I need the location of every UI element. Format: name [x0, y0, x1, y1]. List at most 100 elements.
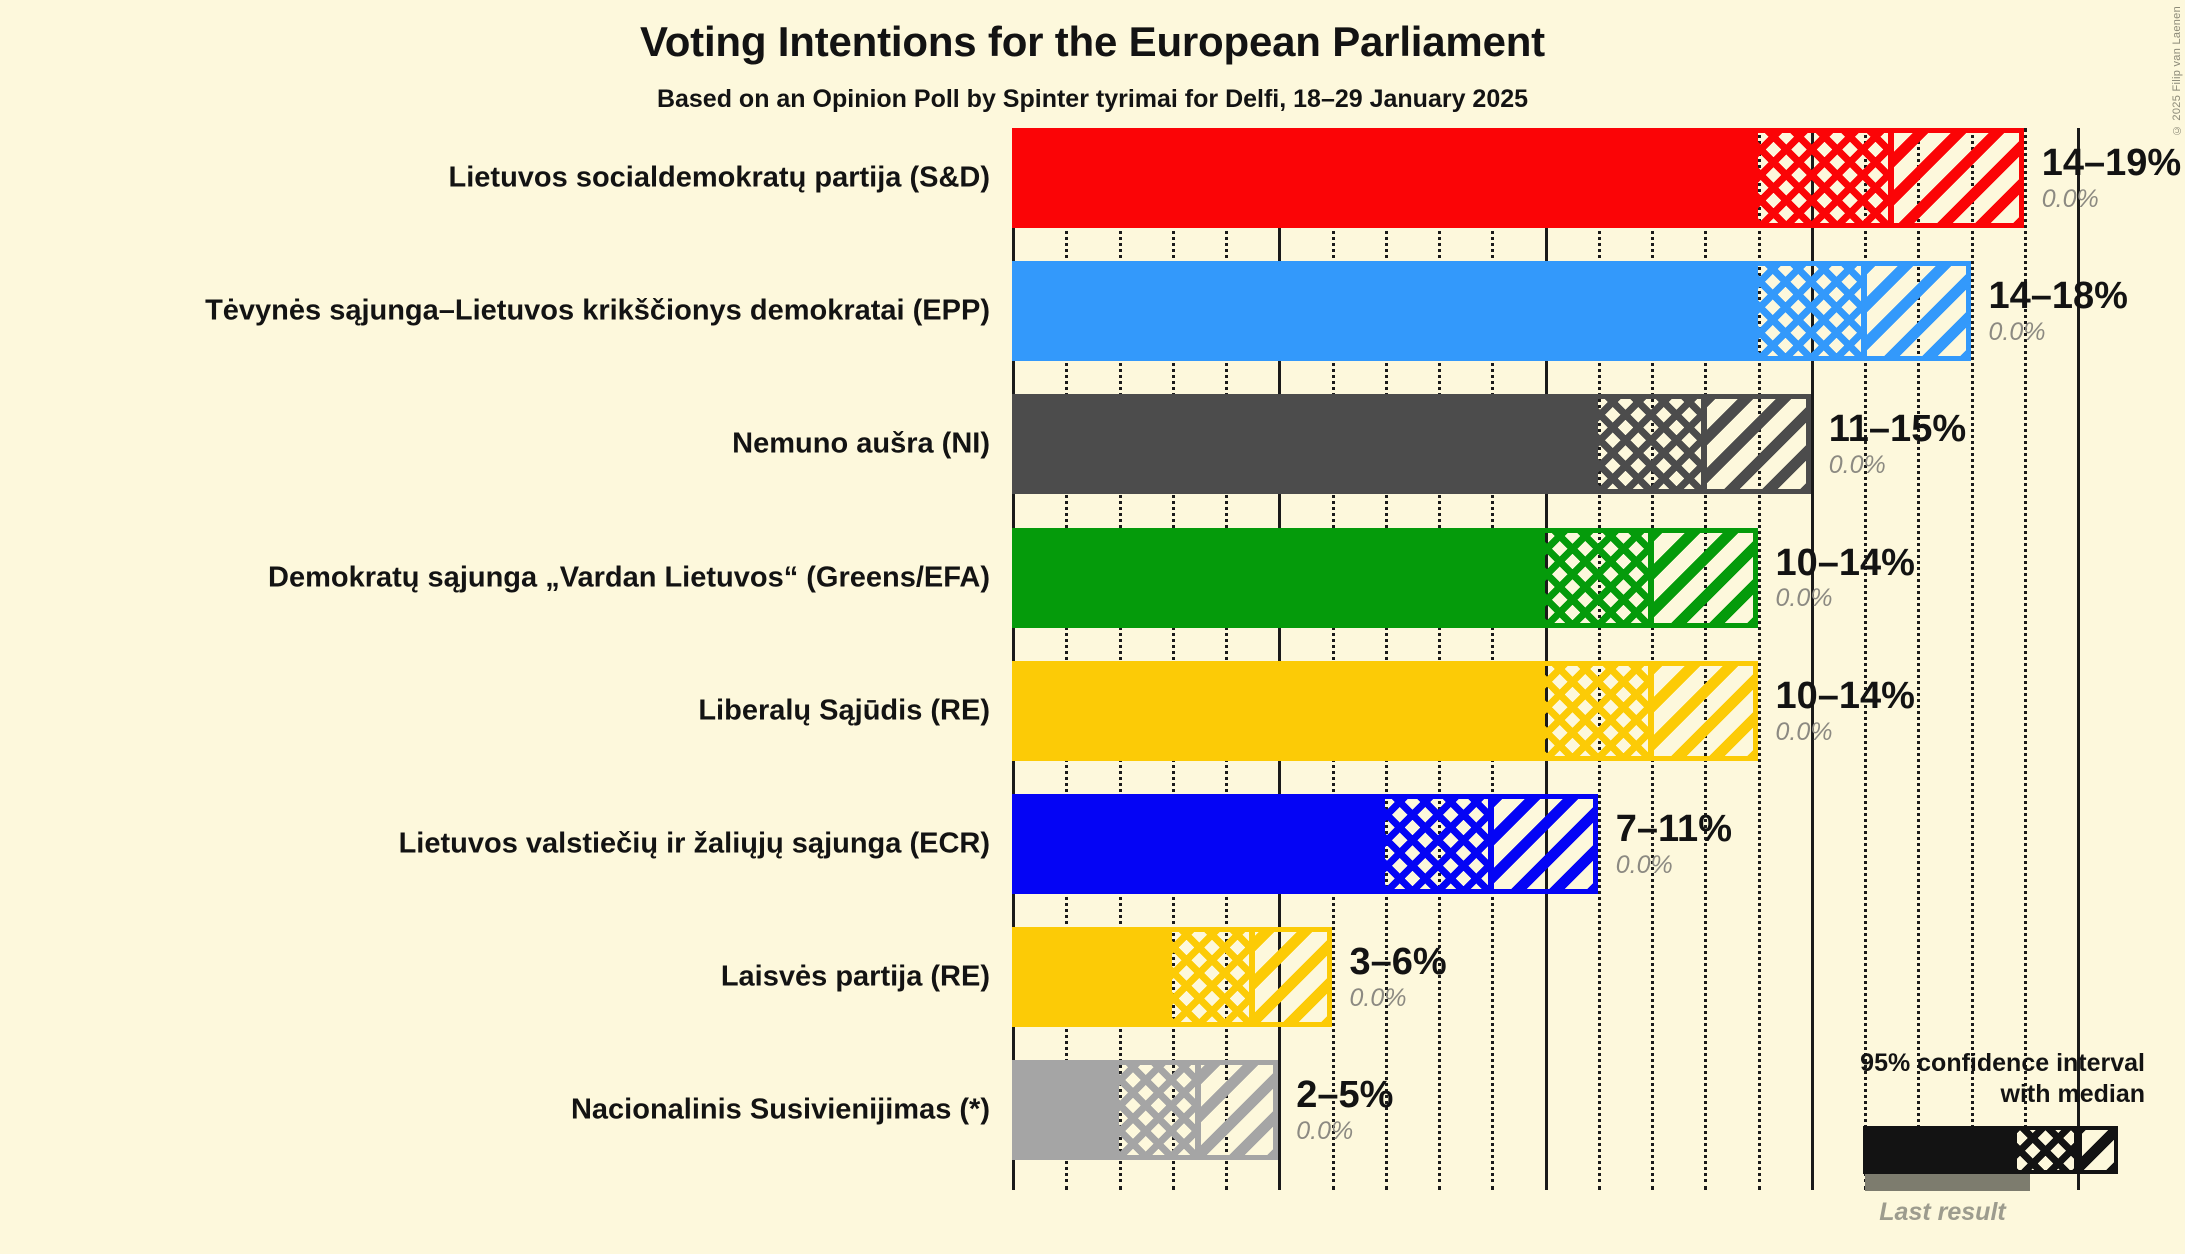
category-label: Laisvės partija (RE)	[720, 960, 990, 993]
bar-segment-crosshatch	[1171, 927, 1252, 1028]
bar-segment-diagonal	[1198, 1060, 1279, 1161]
bar-segment-crosshatch	[1544, 527, 1651, 628]
median-marker	[1195, 1060, 1202, 1161]
bar-segment-diagonal	[1491, 794, 1598, 894]
confidence-interval-bar	[1012, 527, 1758, 628]
bar-segment-lower-bound	[1012, 261, 1758, 362]
chart-title: Voting Intentions for the European Parli…	[640, 18, 1545, 65]
last-result-label: 0.0%	[1349, 984, 1407, 1013]
value-range-label: 3–6%	[1349, 941, 1447, 984]
gridline-major	[1810, 128, 1814, 1190]
confidence-interval-bar	[1012, 1060, 1279, 1161]
bar-segment-lower-bound	[1012, 128, 1758, 228]
gridline-minor	[1118, 128, 1122, 1190]
legend-crosshatch-segment	[2013, 1126, 2078, 1174]
gridline-major	[1278, 128, 1282, 1190]
plot-area: 14–19% 0.0% 14–18% 0.0% 11–15% 0.0% 10–14% 0.0%…	[1012, 128, 2181, 1190]
category-label: Liberalų Sąjūdis (RE)	[698, 694, 990, 727]
gridline-major	[2077, 128, 2080, 1190]
bar-segment-crosshatch	[1544, 660, 1651, 761]
gridline-minor	[1864, 128, 1867, 1190]
category-label: Nacionalinis Susivienijimas (*)	[570, 1093, 990, 1126]
median-marker	[1701, 394, 1708, 495]
bar-segment-lower-bound	[1012, 527, 1545, 628]
bar-row: 3–6% 0.0%	[1012, 927, 2104, 1028]
median-marker	[1648, 660, 1654, 761]
last-result-label: 0.0%	[1296, 1117, 1354, 1146]
value-range-label: 14–19%	[2041, 141, 2182, 184]
bar-row: 10–14% 0.0%	[1012, 527, 2104, 628]
gridline-minor	[1757, 128, 1761, 1190]
value-range-label: 2–5%	[1296, 1074, 1394, 1117]
gridline-minor	[1384, 128, 1388, 1190]
bar-segment-diagonal	[1864, 261, 1971, 362]
legend-title: 95% confidence interval with median	[1745, 1048, 2145, 1111]
gridline-minor	[1065, 128, 1069, 1190]
median-marker	[1861, 261, 1867, 362]
gridline-minor	[2023, 128, 2027, 1190]
legend-line-2: with median	[2000, 1080, 2145, 1109]
bar-segment-lower-bound	[1012, 394, 1598, 495]
last-result-label: 0.0%	[1615, 850, 1673, 879]
bar-segment-diagonal	[1651, 527, 1758, 628]
bar-row: 11–15% 0.0%	[1012, 394, 2104, 495]
median-marker	[1648, 527, 1654, 628]
value-range-label: 10–14%	[1775, 541, 1915, 584]
bar-segment-lower-bound	[1012, 1060, 1119, 1161]
value-label-group: 14–18% 0.0%	[1988, 275, 2128, 347]
last-result-label: 0.0%	[2041, 184, 2099, 213]
legend-line-1: 95% confidence interval	[1860, 1049, 2145, 1077]
value-label-group: 7–11% 0.0%	[1615, 807, 1732, 879]
gridline-minor	[1331, 128, 1335, 1190]
bar-segment-diagonal	[1251, 927, 1332, 1028]
category-label: Demokratų sąjunga „Vardan Lietuvos“ (Gre…	[268, 561, 990, 594]
bar-segment-crosshatch	[1384, 794, 1492, 894]
confidence-interval-bar	[1012, 927, 1332, 1028]
value-range-label: 14–18%	[1988, 275, 2128, 318]
gridline-minor	[1970, 128, 1974, 1190]
category-label: Lietuvos socialdemokratų partija (S&D)	[448, 161, 990, 194]
gridline-minor	[1704, 128, 1708, 1190]
category-label: Nemuno aušra (NI)	[732, 427, 990, 460]
bar-segment-crosshatch	[1118, 1060, 1199, 1161]
legend-last-result-label: Last result	[1879, 1198, 2006, 1226]
bar-segment-crosshatch	[1597, 394, 1705, 495]
bar-row: 10–14% 0.0%	[1012, 660, 2104, 761]
gridline-minor	[1225, 128, 1228, 1190]
bar-segment-diagonal	[1890, 128, 2024, 228]
bar-segment-crosshatch	[1757, 128, 1891, 228]
confidence-interval-bar	[1012, 794, 1598, 894]
last-result-label: 0.0%	[1775, 584, 1833, 613]
bar-segment-lower-bound	[1012, 794, 1385, 894]
gridline-minor	[1651, 128, 1654, 1190]
bar-segment-lower-bound	[1012, 660, 1545, 761]
copyright-notice: © 2025 Filip van Laenen	[2171, 6, 2183, 137]
value-label-group: 11–15% 0.0%	[1828, 408, 1967, 478]
value-range-label: 11–15%	[1828, 408, 1967, 451]
gridline-minor	[1171, 128, 1175, 1190]
legend-ci-bar	[1863, 1126, 2118, 1174]
last-result-label: 0.0%	[1988, 318, 2046, 347]
gridline-major	[1012, 128, 1015, 1190]
value-range-label: 10–14%	[1775, 674, 1915, 717]
legend-diagonal-segment	[2078, 1126, 2118, 1174]
category-label: Lietuvos valstiečių ir žaliųjų sąjunga (…	[398, 827, 990, 860]
value-range-label: 7–11%	[1615, 807, 1732, 850]
value-label-group: 3–6% 0.0%	[1349, 941, 1447, 1013]
value-label-group: 10–14% 0.0%	[1775, 674, 1915, 746]
chart-subtitle: Based on an Opinion Poll by Spinter tyri…	[656, 85, 1529, 113]
median-marker	[1887, 128, 1894, 228]
value-label-group: 2–5% 0.0%	[1296, 1074, 1394, 1146]
confidence-interval-bar	[1012, 394, 1811, 495]
category-label: Tėvynės sąjunga–Lietuvos krikščionys dem…	[205, 294, 990, 327]
bar-row: 14–19% 0.0%	[1012, 128, 2181, 228]
median-marker	[1488, 794, 1495, 894]
last-result-label: 0.0%	[1775, 717, 1833, 746]
gridline-minor	[1917, 128, 1921, 1190]
gridline-minor	[1438, 128, 1441, 1190]
bar-segment-crosshatch	[1757, 261, 1864, 362]
median-marker	[1248, 927, 1255, 1028]
value-label-group: 14–19% 0.0%	[2041, 141, 2182, 213]
bar-row: 14–18% 0.0%	[1012, 261, 2128, 362]
